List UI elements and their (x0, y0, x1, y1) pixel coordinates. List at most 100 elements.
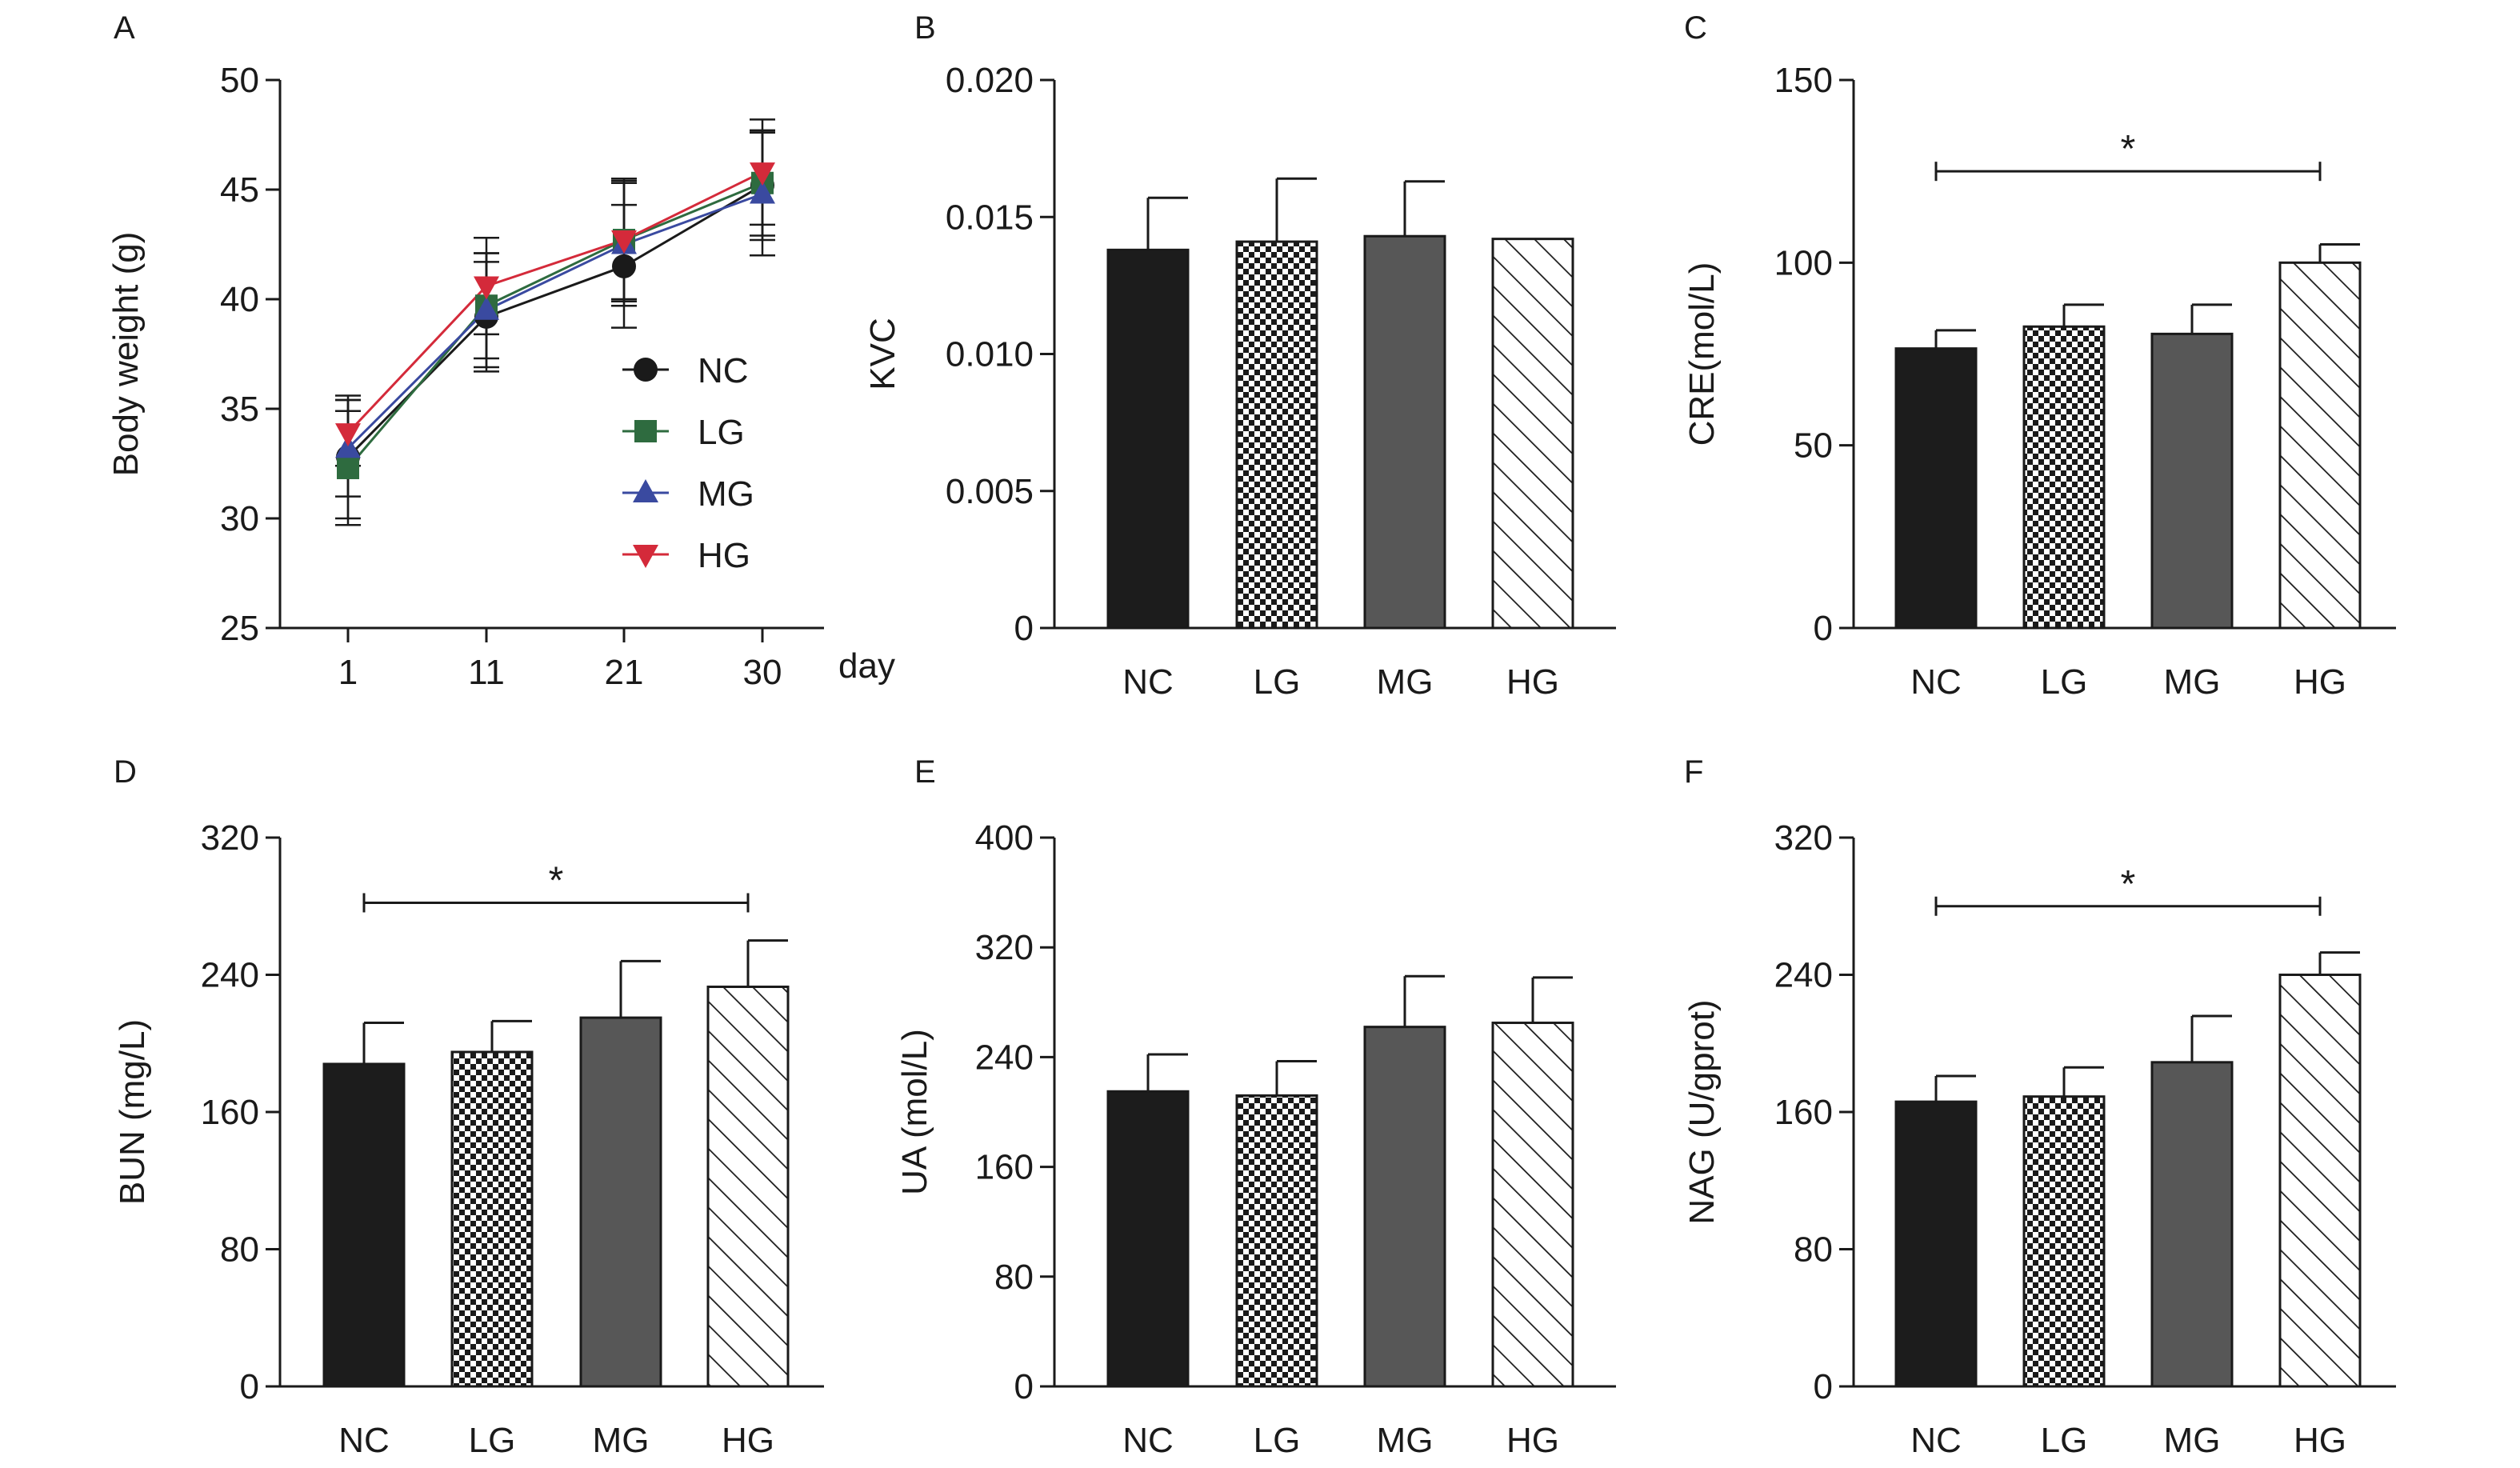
y-tick-label: 0 (1014, 609, 1034, 648)
x-tick-label: 1 (338, 653, 358, 692)
x-tick-label: MG (593, 1421, 650, 1460)
bar-group-lg (2022, 1066, 2106, 1388)
y-tick-label: 50 (220, 61, 259, 100)
y-tick-label: 400 (975, 818, 1034, 858)
bar-group-mg (1363, 180, 1446, 630)
x-tick-label: HG (2294, 662, 2346, 702)
significance-bracket: * (362, 859, 750, 913)
y-tick-label: 0 (1014, 1367, 1034, 1406)
y-tick-label: 30 (220, 499, 259, 538)
bar-group-hg (706, 939, 790, 1388)
y-tick-label: 0.020 (946, 61, 1034, 100)
bar-group-nc (1106, 196, 1190, 630)
bar-group-nc (1894, 1074, 1978, 1388)
y-tick-label: 0 (240, 1367, 259, 1406)
y-tick-label: 0 (1814, 1367, 1833, 1406)
bar-lg (2022, 1095, 2106, 1388)
series-line (346, 193, 763, 450)
series-nc (335, 129, 775, 520)
x-tick-label: NC (338, 1421, 390, 1460)
y-tick-label: 40 (220, 280, 259, 319)
bar-nc (1106, 1090, 1190, 1388)
legend-label: NC (698, 351, 749, 390)
x-tick-label: NC (1910, 1421, 1962, 1460)
significance-bracket: * (1934, 128, 2322, 182)
y-axis-label: BUN (mg/L) (113, 1019, 152, 1205)
legend-marker (633, 545, 658, 568)
x-tick-label: LG (2041, 1421, 2088, 1460)
panel-letter: F (1684, 754, 1703, 790)
panel-letter: D (114, 754, 137, 790)
significance-star: * (2121, 863, 2136, 906)
bar-group-lg (2022, 303, 2106, 630)
bar-group-nc (322, 1022, 406, 1388)
panel-letter: C (1684, 10, 1707, 46)
y-tick-label: 160 (201, 1093, 259, 1132)
bar-hg (1491, 238, 1574, 630)
y-tick-label: 0.010 (946, 335, 1034, 374)
y-tick-label: 320 (1774, 818, 1833, 858)
significance-star: * (549, 859, 564, 902)
y-axis-label: CRE(mol/L) (1682, 262, 1722, 446)
panel-f: F 0 80 160 240 320 NAG (U/gprot) NC LG MG HG * (1682, 754, 2396, 1460)
y-tick-label: 0.005 (946, 472, 1034, 511)
panel-e: E 0 80 160 240 320 400 UA (mol/L) NC LG MG HG (895, 754, 1616, 1460)
y-tick-label: 320 (201, 818, 259, 858)
bar-group-mg (1363, 974, 1446, 1388)
bar-group-lg (450, 1019, 534, 1388)
bar-group-nc (1106, 1053, 1190, 1388)
x-tick-label: NC (1910, 662, 1962, 702)
bar-lg (450, 1050, 534, 1388)
x-tick-label: LG (2041, 662, 2088, 702)
y-tick-label: 100 (1774, 243, 1833, 282)
bar-group-hg (2278, 243, 2362, 630)
y-axis-label: NAG (U/gprot) (1682, 999, 1722, 1224)
x-tick-label: NC (1122, 662, 1174, 702)
y-tick-label: 150 (1774, 61, 1833, 100)
bar-hg (706, 986, 790, 1388)
bar-nc (1894, 347, 1978, 630)
x-tick-label: HG (1506, 662, 1559, 702)
x-tick-label: MG (2164, 662, 2221, 702)
data-point-hg (335, 423, 361, 447)
data-point-mg (750, 180, 775, 204)
bar-mg (1363, 1026, 1446, 1388)
bar-lg (1235, 1094, 1318, 1388)
x-tick-label: HG (2294, 1421, 2346, 1460)
x-tick-label: HG (722, 1421, 774, 1460)
y-tick-label: 0.015 (946, 198, 1034, 237)
legend-label: LG (698, 413, 745, 452)
bar-hg (2278, 261, 2362, 630)
legend-marker (633, 479, 658, 502)
y-tick-label: 45 (220, 170, 259, 210)
panel-letter: A (114, 10, 135, 46)
legend: NC LG MG HG (622, 351, 754, 575)
bar-nc (1894, 1100, 1978, 1388)
bar-group-lg (1235, 177, 1318, 630)
y-axis-label: UA (mol/L) (895, 1029, 934, 1195)
y-tick-label: 25 (220, 609, 259, 648)
bar-mg (2150, 332, 2234, 630)
significance-star: * (2121, 128, 2136, 170)
y-tick-label: 160 (1774, 1093, 1833, 1132)
y-tick-label: 0 (1814, 609, 1833, 648)
series-lg (335, 129, 775, 526)
bar-group-mg (2150, 303, 2234, 630)
y-tick-label: 80 (1794, 1230, 1833, 1270)
bar-hg (2278, 974, 2362, 1388)
panel-b: B 0 0.005 0.010 0.015 0.020 KVC NC LG MG HG (863, 10, 1616, 702)
panel-d: D 0 80 160 240 320 BUN (mg/L) NC LG MG HG * (113, 754, 824, 1460)
data-point-mg (474, 296, 499, 320)
y-tick-label: 240 (975, 1038, 1034, 1077)
significance-bracket: * (1934, 863, 2322, 916)
y-tick-label: 160 (975, 1148, 1034, 1187)
x-axis-label: day (838, 646, 895, 686)
panel-letter: B (914, 10, 936, 46)
y-tick-label: 240 (201, 956, 259, 995)
bar-mg (579, 1016, 662, 1388)
y-tick-label: 80 (220, 1230, 259, 1270)
x-tick-label: LG (469, 1421, 516, 1460)
x-tick-label: HG (1506, 1421, 1559, 1460)
bar-group-hg (2278, 951, 2362, 1388)
